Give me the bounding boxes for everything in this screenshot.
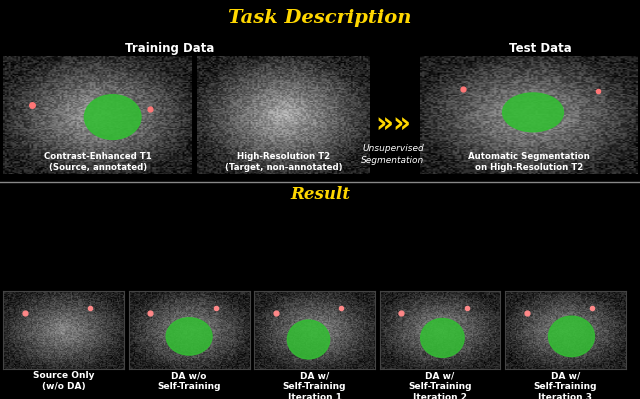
Text: DA w/o
Self-Training: DA w/o Self-Training: [157, 371, 221, 391]
Text: Test Data: Test Data: [509, 42, 572, 55]
Text: Contrast-Enhanced T1
(Source, annotated): Contrast-Enhanced T1 (Source, annotated): [44, 152, 152, 172]
Text: DA w/
Self-Training
Iteration 2: DA w/ Self-Training Iteration 2: [408, 371, 472, 399]
Text: Unsupervised
Segmentation: Unsupervised Segmentation: [362, 144, 424, 164]
Ellipse shape: [287, 320, 330, 359]
Text: Training Data: Training Data: [125, 42, 214, 55]
Text: DA w/
Self-Training
Iteration 3: DA w/ Self-Training Iteration 3: [534, 371, 597, 399]
Text: Task Description: Task Description: [228, 9, 412, 27]
Text: Result: Result: [290, 186, 350, 203]
Text: Automatic Segmentation
on High-Resolution T2: Automatic Segmentation on High-Resolutio…: [468, 152, 589, 172]
Ellipse shape: [548, 316, 595, 357]
Text: »»: »»: [375, 110, 411, 138]
Ellipse shape: [84, 95, 141, 139]
Ellipse shape: [420, 318, 464, 358]
Text: Source Only
(w/o DA): Source Only (w/o DA): [33, 371, 95, 391]
Text: DA w/
Self-Training
Iteration 1: DA w/ Self-Training Iteration 1: [283, 371, 346, 399]
Ellipse shape: [502, 93, 563, 132]
Text: High-Resolution T2
(Target, non-annotated): High-Resolution T2 (Target, non-annotate…: [225, 152, 342, 172]
Ellipse shape: [166, 318, 212, 355]
